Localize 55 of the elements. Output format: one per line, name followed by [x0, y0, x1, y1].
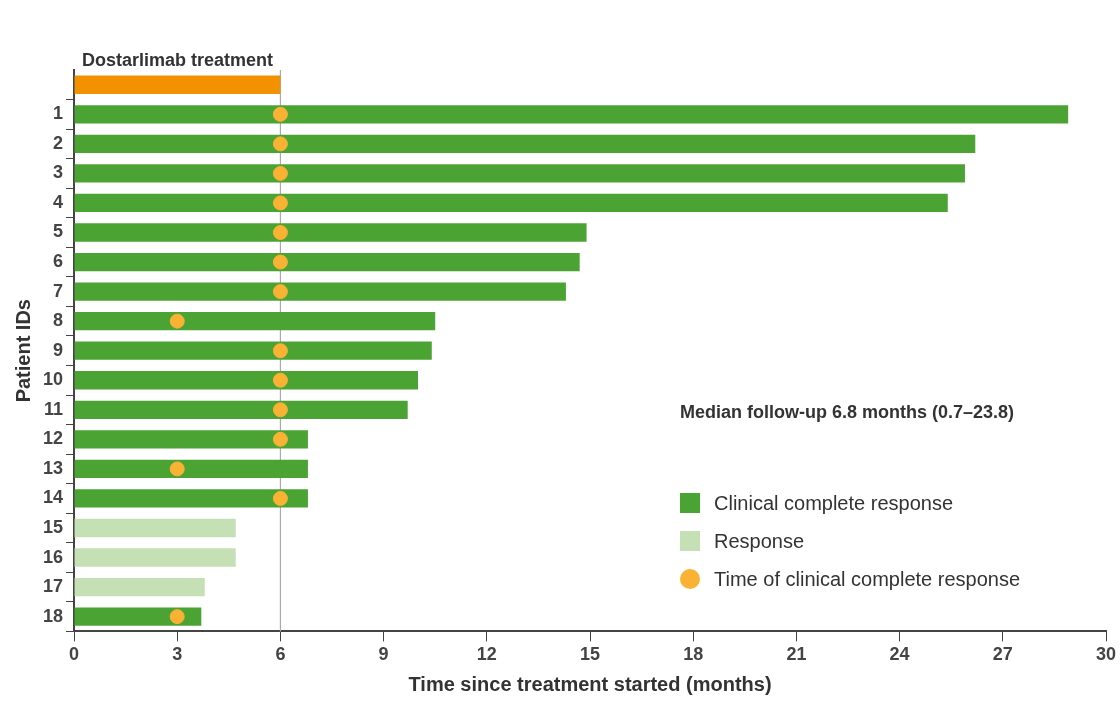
x-tick-label: 6 [275, 644, 286, 665]
bar [74, 223, 587, 242]
y-tick-label: 6 [53, 251, 64, 272]
x-tick-label: 3 [172, 644, 183, 665]
bar [74, 577, 205, 597]
x-tick-label: 18 [683, 644, 704, 665]
y-tick-label: 4 [53, 191, 64, 212]
y-tick-label: 13 [42, 457, 64, 478]
y-tick-label: 12 [42, 428, 64, 449]
y-tick-label: 2 [53, 132, 64, 153]
y-tick-label: 5 [53, 221, 64, 242]
bar [74, 105, 1069, 124]
legend-label: Response [714, 529, 805, 553]
y-tick-label: 8 [53, 310, 64, 331]
x-tick-label: 30 [1095, 644, 1117, 665]
bar [74, 341, 432, 360]
bar [74, 518, 236, 538]
x-tick-label: 21 [786, 644, 807, 665]
x-tick-label: 0 [69, 644, 80, 665]
x-tick-label: 24 [889, 644, 910, 665]
y-tick-label: 14 [42, 487, 64, 508]
bar [74, 164, 965, 183]
annotation: Median follow-up 6.8 months (0.7–23.8) [680, 402, 1015, 423]
bar [74, 459, 308, 479]
y-tick-label: 7 [53, 280, 64, 301]
legend-label: Clinical complete response [714, 491, 954, 515]
y-tick-label: 16 [42, 546, 64, 567]
x-tick-label: 9 [378, 644, 389, 665]
bar [74, 75, 281, 94]
bar [74, 371, 419, 390]
bar [74, 489, 308, 508]
y-tick-label: 11 [43, 398, 64, 419]
bar [74, 548, 236, 567]
x-tick-label: 15 [580, 644, 601, 665]
bar [74, 282, 566, 301]
bar [74, 607, 202, 626]
x-tick-label: 27 [992, 644, 1013, 665]
y-tick-label: 9 [53, 339, 64, 360]
x-axis-title: Time since treatment started (months) [408, 672, 772, 695]
y-axis-title: Patient IDs [11, 299, 34, 403]
x-tick-label: 12 [476, 644, 497, 665]
bar [74, 193, 948, 213]
y-tick-label: 17 [42, 576, 64, 597]
y-tick-label: 18 [42, 605, 64, 626]
bar [74, 311, 436, 331]
y-tick-label: 3 [53, 162, 64, 183]
y-tick-label: 10 [42, 369, 64, 390]
bar [74, 400, 408, 419]
y-tick-label: 1 [53, 103, 64, 124]
y-tick-label: 15 [42, 516, 64, 537]
bar [74, 430, 308, 449]
annotation: Dostarlimab treatment [81, 50, 273, 70]
bar [74, 134, 976, 154]
legend-label: Time of clinical complete response [714, 567, 1021, 591]
bar [74, 252, 580, 272]
